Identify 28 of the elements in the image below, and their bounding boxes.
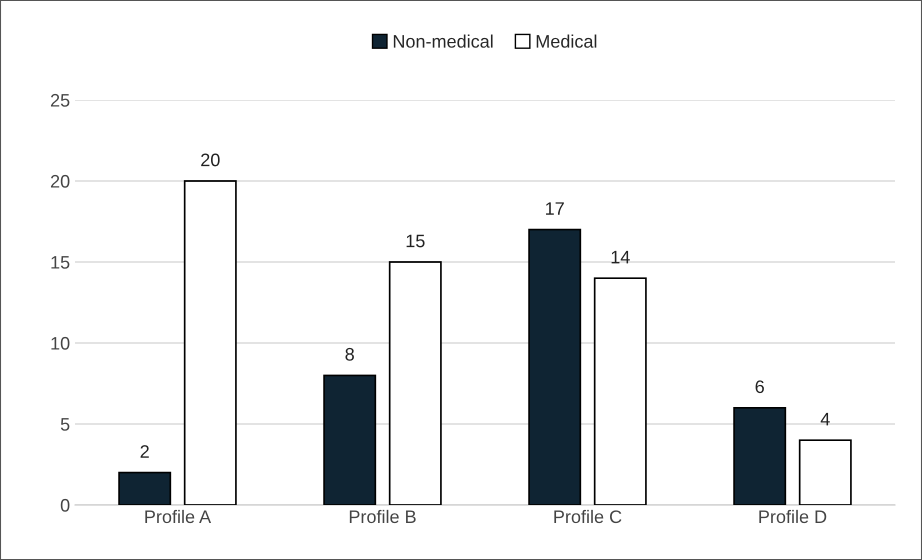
y-tick-label: 15 (51, 256, 70, 269)
data-label: 14 (612, 250, 630, 264)
data-label: 8 (345, 348, 354, 361)
y-tick-label: 20 (50, 174, 70, 188)
bar (594, 277, 647, 505)
bar (184, 180, 237, 505)
bar (798, 439, 852, 505)
legend-label: Medical (536, 34, 596, 48)
x-tick-label: Profile B (350, 510, 416, 524)
x-tick-label: Profile D (759, 510, 826, 524)
y-tick-label: 5 (60, 418, 70, 431)
y-tick-label: 10 (51, 336, 70, 350)
y-tick-label: 0 (60, 498, 70, 512)
data-label: 17 (546, 202, 564, 215)
data-label: 15 (406, 234, 425, 248)
data-label: 6 (756, 380, 764, 394)
bar (733, 406, 786, 505)
bar (528, 228, 582, 505)
data-label: 4 (820, 412, 830, 426)
x-tick-label: Profile A (145, 510, 212, 524)
bar (118, 472, 172, 505)
bar (323, 374, 376, 505)
y-tick-label: 25 (50, 94, 70, 107)
legend-label: Non-medical (394, 34, 493, 48)
data-label: 20 (201, 154, 220, 166)
x-tick-label: Profile C (554, 510, 622, 524)
bar (388, 261, 442, 505)
data-label: 2 (140, 445, 149, 458)
